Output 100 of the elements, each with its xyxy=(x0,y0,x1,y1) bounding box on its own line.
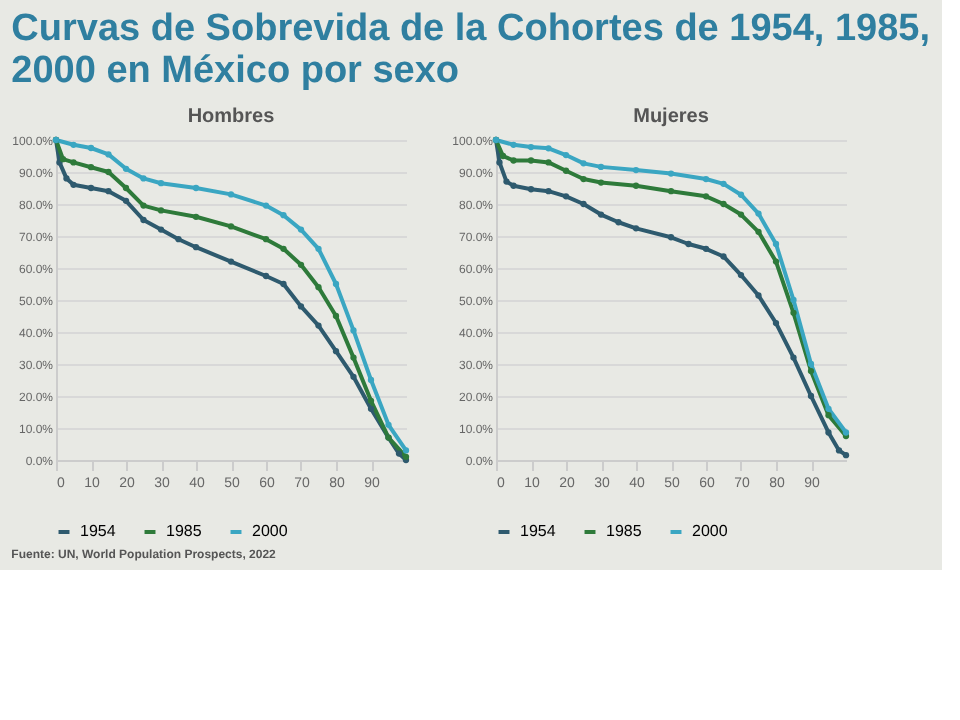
point xyxy=(157,180,165,187)
point xyxy=(140,175,147,182)
point xyxy=(597,179,605,186)
point xyxy=(280,280,287,288)
point xyxy=(105,168,112,176)
point xyxy=(496,159,503,166)
point xyxy=(157,226,165,233)
point xyxy=(70,159,77,166)
point xyxy=(685,240,692,248)
point xyxy=(385,421,392,428)
point xyxy=(755,210,762,217)
point xyxy=(122,197,130,204)
point xyxy=(772,319,780,327)
point xyxy=(350,373,357,380)
point xyxy=(702,175,710,183)
legend-label: 2000 xyxy=(692,522,729,540)
point xyxy=(702,245,710,252)
point xyxy=(122,165,130,172)
point xyxy=(227,258,235,265)
point xyxy=(597,163,605,171)
point xyxy=(825,412,832,419)
point xyxy=(737,211,745,218)
point xyxy=(332,348,340,355)
point xyxy=(297,261,305,268)
point xyxy=(825,429,832,436)
legend-label: 1985 xyxy=(166,522,203,540)
point xyxy=(807,367,815,375)
point xyxy=(227,191,235,198)
point xyxy=(545,159,552,166)
point xyxy=(720,180,727,187)
point xyxy=(527,186,535,193)
point xyxy=(192,244,200,251)
point xyxy=(262,272,270,280)
point xyxy=(122,184,130,192)
point xyxy=(527,157,535,164)
point xyxy=(807,392,815,400)
legend-label: 1985 xyxy=(606,522,643,540)
point xyxy=(632,166,640,174)
point xyxy=(105,151,112,158)
point xyxy=(667,170,675,177)
point xyxy=(87,144,95,152)
point xyxy=(667,188,675,195)
point xyxy=(315,245,322,252)
point xyxy=(562,193,570,200)
point xyxy=(720,253,727,260)
point xyxy=(70,141,77,148)
point xyxy=(87,164,95,171)
point xyxy=(262,236,270,243)
point xyxy=(510,182,517,189)
point xyxy=(527,143,535,151)
point xyxy=(580,175,587,183)
point xyxy=(632,225,640,232)
point xyxy=(315,322,322,329)
point xyxy=(157,207,165,214)
point xyxy=(580,160,587,167)
chart-title: Hombres xyxy=(187,106,276,128)
point xyxy=(280,212,287,219)
point xyxy=(790,296,797,304)
point xyxy=(297,226,305,233)
point xyxy=(105,188,112,195)
point xyxy=(262,202,270,209)
point xyxy=(63,175,70,182)
point xyxy=(842,452,850,459)
point xyxy=(755,228,762,235)
point xyxy=(807,360,815,368)
point xyxy=(737,191,745,198)
point xyxy=(772,240,780,248)
chart-title: Mujeres xyxy=(633,106,710,128)
point xyxy=(755,292,762,299)
point xyxy=(332,312,340,320)
point xyxy=(367,376,375,384)
point xyxy=(315,284,322,291)
legend-label: 2000 xyxy=(252,522,289,540)
point xyxy=(545,145,552,152)
point xyxy=(545,188,552,195)
point xyxy=(510,157,517,164)
point xyxy=(175,236,182,243)
point xyxy=(402,447,410,454)
point xyxy=(835,447,843,454)
point xyxy=(825,405,832,412)
point xyxy=(297,303,305,310)
point xyxy=(280,245,287,252)
text: Curvas de Sobrevida de la Cohortes de 1954, 1985, 2000 en México por sexo xyxy=(11,8,931,92)
point xyxy=(702,193,710,200)
point xyxy=(667,234,675,241)
point xyxy=(350,327,357,334)
point xyxy=(720,200,727,208)
point xyxy=(562,151,570,159)
point xyxy=(562,167,570,174)
point xyxy=(140,216,147,224)
point xyxy=(615,219,622,226)
point xyxy=(580,200,587,208)
point xyxy=(227,223,235,230)
point xyxy=(87,184,95,192)
point xyxy=(332,280,340,288)
point xyxy=(503,178,510,185)
point xyxy=(510,141,517,148)
point xyxy=(192,184,200,192)
point xyxy=(350,354,357,361)
point xyxy=(737,271,745,279)
